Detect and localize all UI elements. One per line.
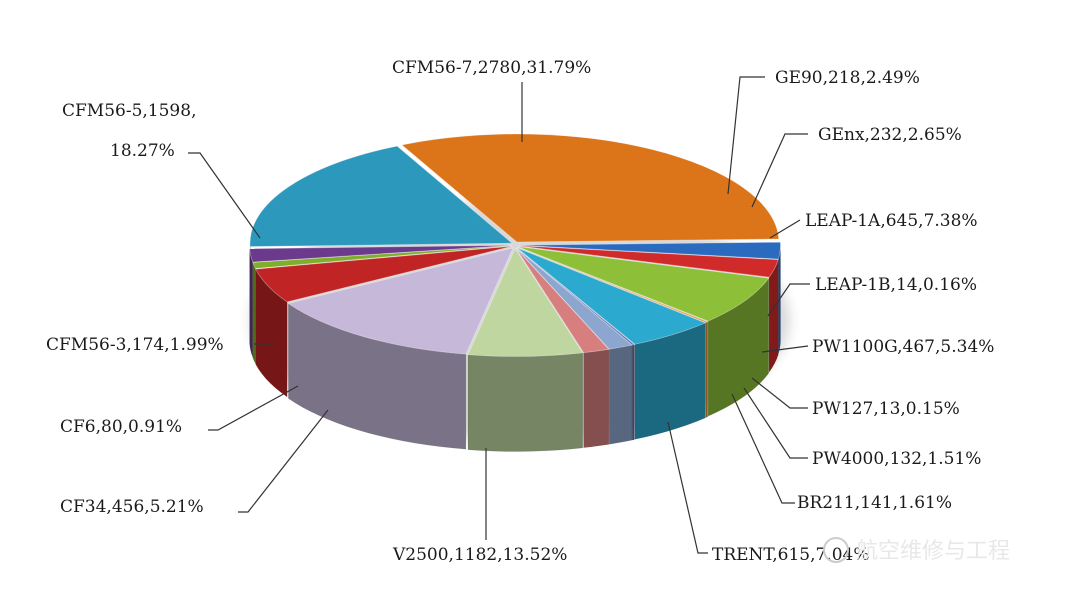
slice-label-br211: BR211,141,1.61% <box>797 493 952 513</box>
leader-lines <box>188 76 810 554</box>
slice-label-pw1100g: PW1100G,467,5.34% <box>812 337 994 357</box>
slice-label-cf6: CF6,80,0.91% <box>60 417 182 437</box>
wechat-icon <box>823 537 849 563</box>
slice-label-genx: GEnx,232,2.65% <box>818 125 962 145</box>
slice-cfm56-3 <box>249 244 512 263</box>
slice-cf6 <box>252 245 512 269</box>
watermark: 航空维修与工程 <box>823 537 1010 564</box>
slice-side-cfm56-3 <box>249 248 253 358</box>
slice-label-ge90: GE90,218,2.49% <box>775 68 920 88</box>
slice-side-br211 <box>583 348 610 449</box>
slice-label-v2500: V2500,1182,13.52% <box>392 545 567 565</box>
leader-line-leap-1b <box>767 283 810 317</box>
pie-sides <box>249 243 781 452</box>
leader-line-br211 <box>731 393 795 504</box>
slice-ge90 <box>518 241 781 260</box>
leader-line-cfm56-5 <box>188 152 261 239</box>
leader-line-ge90 <box>727 76 765 195</box>
slice-side-trent <box>467 352 584 452</box>
slice-side-genx <box>768 259 779 374</box>
slice-side-pw127 <box>631 344 635 441</box>
slice-side-cf6 <box>252 262 256 364</box>
leader-line-genx <box>751 133 808 208</box>
slice-cf34 <box>255 245 512 303</box>
slice-side-leap-1b <box>705 321 708 418</box>
slice-leap-1b <box>517 247 709 323</box>
slice-cfm56-5 <box>249 145 514 247</box>
slice-label-leap-1b: LEAP-1B,14,0.16% <box>815 275 977 295</box>
slice-genx <box>518 245 779 278</box>
slice-label-leap-1a: LEAP-1A,645,7.38% <box>805 211 978 231</box>
slice-v2500 <box>287 247 514 355</box>
slice-side-pw4000 <box>608 344 633 445</box>
slice-label-pw4000: PW4000,132,1.51% <box>812 449 981 469</box>
leader-line-leap-1a <box>769 219 801 239</box>
slice-pw4000 <box>516 247 633 350</box>
leader-line-cf6 <box>208 385 299 431</box>
slice-label-pw127: PW127,13,0.15% <box>812 399 960 419</box>
leader-line-pw4000 <box>743 387 808 459</box>
slice-label-cf34: CF34,456,5.21% <box>60 497 204 517</box>
slice-label-cfm56-7: CFM56-7,2780,31.79% <box>392 58 591 78</box>
leader-line-trent <box>667 421 708 554</box>
leader-line-pw127 <box>751 377 808 409</box>
slice-label-cfm56-3: CFM56-3,174,1.99% <box>46 335 224 355</box>
pie-tops <box>249 133 781 357</box>
slice-pw127 <box>516 247 636 346</box>
slice-label-cfm56-5-line1: CFM56-5,1598, <box>62 101 196 121</box>
slice-leap-1a <box>517 246 770 322</box>
watermark-text: 航空维修与工程 <box>856 539 1010 564</box>
slice-cfm56-7 <box>401 133 780 243</box>
slice-label-cfm56-5-line2: 18.27% <box>110 141 175 161</box>
slice-trent <box>467 247 584 357</box>
leader-line-cf34 <box>238 409 329 513</box>
leader-line-pw1100g <box>761 345 809 353</box>
slice-pw1100g <box>516 247 707 345</box>
slice-br211 <box>515 248 610 354</box>
